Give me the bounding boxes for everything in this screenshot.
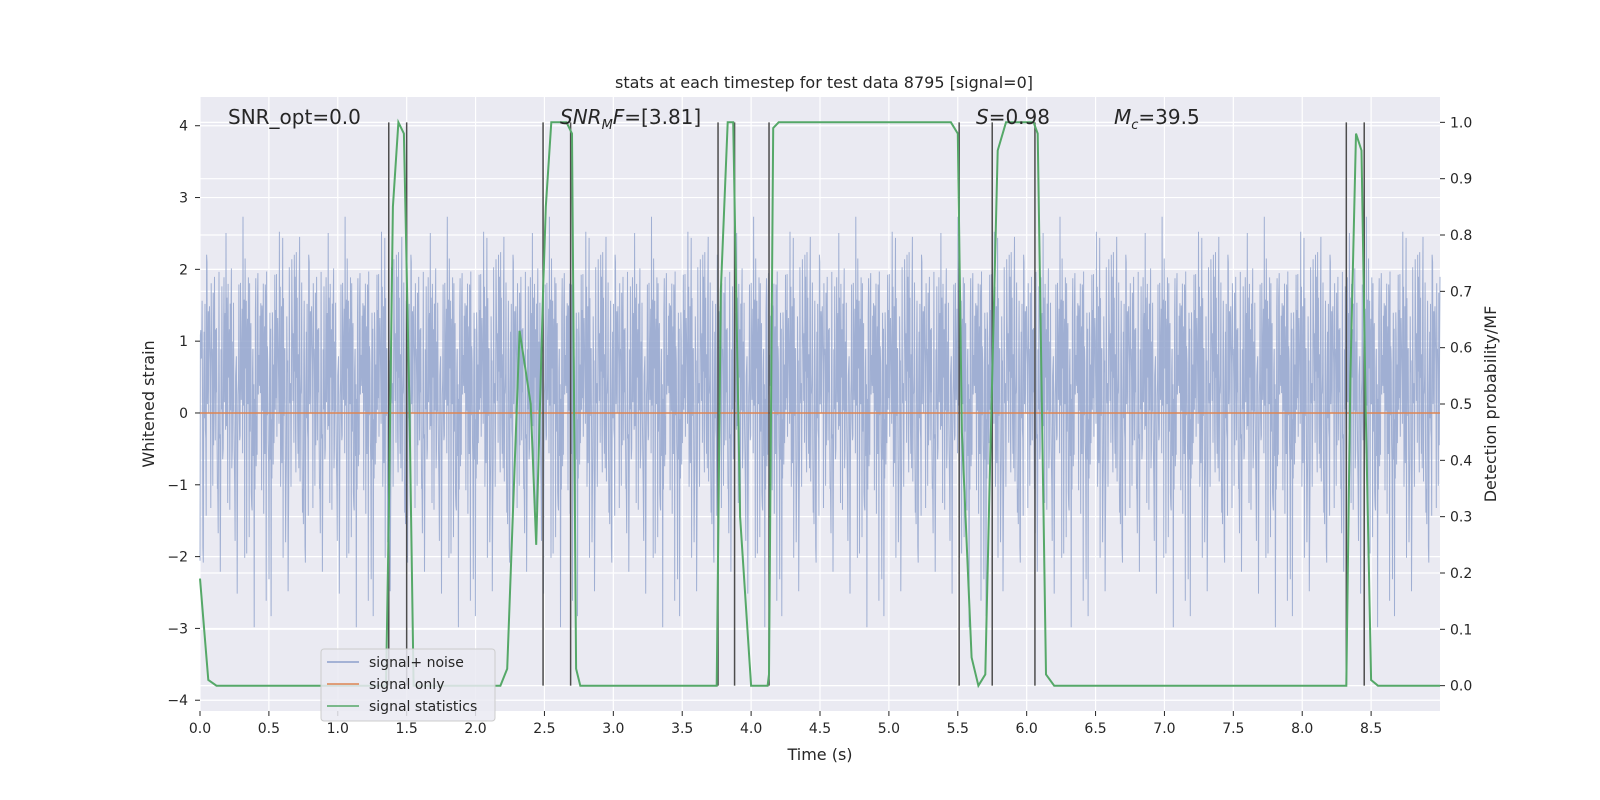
vertical-markers bbox=[388, 122, 1365, 686]
y-right-tick-label: 0.9 bbox=[1450, 172, 1472, 188]
y-right-tick-label: 0.0 bbox=[1450, 679, 1472, 695]
x-axis-ticks: 0.0 0.5 1.0 1.5 2.0 2.5 3.0 3.5 4.0 4.5 5.0 5.5 6.0 6… bbox=[189, 711, 1382, 737]
x-tick-label: 8.0 bbox=[1291, 721, 1313, 737]
y-tick-label: −3 bbox=[167, 621, 188, 637]
annotation-snr-opt: SNR_opt=0.0 bbox=[228, 105, 361, 129]
annotation-snr-mf-f: F bbox=[613, 105, 625, 129]
chart-title: stats at each timestep for test data 879… bbox=[615, 73, 1033, 92]
x-tick-label: 5.5 bbox=[947, 721, 969, 737]
annotation-mc-sub: c bbox=[1131, 118, 1138, 133]
y-tick-label: 2 bbox=[179, 262, 188, 278]
y-right-tick-label: 0.3 bbox=[1450, 510, 1472, 526]
x-tick-label: 4.0 bbox=[740, 721, 762, 737]
y-tick-label: −4 bbox=[167, 693, 188, 709]
x-tick-label: 6.0 bbox=[1016, 721, 1038, 737]
annotation-s-val: =0.98 bbox=[989, 105, 1050, 129]
x-tick-label: 7.0 bbox=[1153, 721, 1175, 737]
annotation-mc: Mc=39.5 bbox=[1114, 105, 1200, 133]
y-axis-label: Whitened strain bbox=[139, 340, 158, 467]
annotation-snr-mf-base: SNR bbox=[560, 105, 602, 129]
x-tick-label: 0.5 bbox=[258, 721, 280, 737]
y-right-tick-label: 0.8 bbox=[1450, 228, 1472, 244]
x-tick-label: 4.5 bbox=[809, 721, 831, 737]
y-right-axis-ticks: 1.0 0.9 0.8 0.7 0.6 0.5 0.4 0.3 0.2 0.1 0.0 bbox=[1440, 115, 1472, 695]
y-right-tick-label: 1.0 bbox=[1450, 115, 1472, 131]
x-tick-label: 1.0 bbox=[327, 721, 349, 737]
x-tick-label: 3.0 bbox=[602, 721, 624, 737]
y-tick-label: 4 bbox=[179, 119, 188, 135]
x-tick-label: 7.5 bbox=[1222, 721, 1244, 737]
y-tick-label: 1 bbox=[179, 334, 188, 350]
y-right-tick-label: 0.4 bbox=[1450, 453, 1472, 469]
annotation-mc-val: =39.5 bbox=[1138, 105, 1199, 129]
legend-label-statistics: signal statistics bbox=[369, 699, 477, 715]
x-tick-label: 2.0 bbox=[464, 721, 486, 737]
annotation-mc-sym: M bbox=[1114, 105, 1131, 129]
legend: signal+ noise signal only signal statist… bbox=[320, 648, 496, 722]
x-tick-label: 8.5 bbox=[1360, 721, 1382, 737]
annotation-s-sym: S bbox=[976, 105, 989, 129]
x-axis-label: Time (s) bbox=[786, 745, 852, 764]
annotation-s: S=0.98 bbox=[976, 105, 1050, 129]
y-right-axis-label: Detection probability/MF bbox=[1481, 306, 1500, 503]
annotation-snr-mf-sub: M bbox=[602, 118, 613, 133]
y-tick-label: −1 bbox=[167, 478, 188, 494]
x-tick-label: 3.5 bbox=[671, 721, 693, 737]
y-tick-label: 3 bbox=[179, 191, 188, 207]
y-axis-ticks: 4 3 2 1 0 −1 −2 −3 −4 bbox=[167, 119, 200, 709]
annotation-snr-mf-val: =[3.81] bbox=[624, 105, 701, 129]
x-tick-label: 2.5 bbox=[533, 721, 555, 737]
annotation-snr-mf: SNRMF=[3.81] bbox=[560, 105, 701, 133]
x-tick-label: 0.0 bbox=[189, 721, 211, 737]
x-tick-label: 1.5 bbox=[396, 721, 418, 737]
y-tick-label: 0 bbox=[179, 406, 188, 422]
y-tick-label: −2 bbox=[167, 550, 188, 566]
y-right-tick-label: 0.7 bbox=[1450, 284, 1472, 300]
y-right-tick-label: 0.5 bbox=[1450, 397, 1472, 413]
legend-label-signal-only: signal only bbox=[369, 677, 444, 693]
x-tick-label: 6.5 bbox=[1084, 721, 1106, 737]
y-right-tick-label: 0.6 bbox=[1450, 341, 1472, 357]
legend-box bbox=[320, 648, 496, 722]
x-tick-label: 5.0 bbox=[878, 721, 900, 737]
legend-label-noise: signal+ noise bbox=[369, 655, 464, 671]
y-right-tick-label: 0.1 bbox=[1450, 622, 1472, 638]
y-right-tick-label: 0.2 bbox=[1450, 566, 1472, 582]
